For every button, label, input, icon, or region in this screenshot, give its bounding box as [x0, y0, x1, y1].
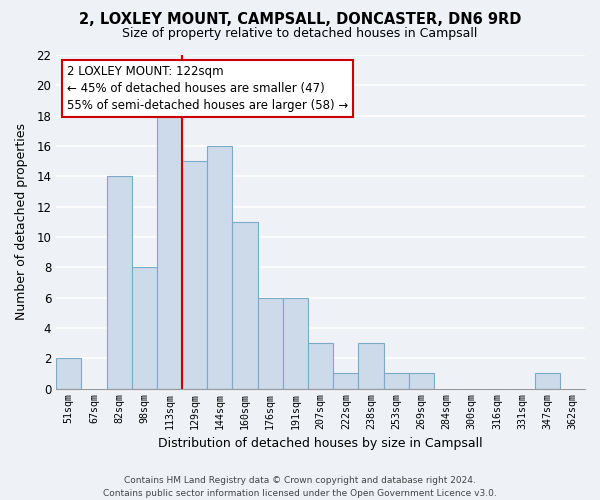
Bar [283, 298, 308, 388]
Text: Contains HM Land Registry data © Crown copyright and database right 2024.
Contai: Contains HM Land Registry data © Crown c… [103, 476, 497, 498]
X-axis label: Distribution of detached houses by size in Campsall: Distribution of detached houses by size … [158, 437, 483, 450]
Bar [132, 267, 157, 388]
Bar [358, 343, 383, 388]
Bar [308, 343, 333, 388]
Text: 2 LOXLEY MOUNT: 122sqm
← 45% of detached houses are smaller (47)
55% of semi-det: 2 LOXLEY MOUNT: 122sqm ← 45% of detached… [67, 65, 348, 112]
Bar [333, 374, 358, 388]
Bar [56, 358, 82, 388]
Y-axis label: Number of detached properties: Number of detached properties [15, 123, 28, 320]
Bar [182, 161, 207, 388]
Bar [257, 298, 283, 388]
Bar [157, 116, 182, 388]
Bar [107, 176, 132, 388]
Bar [409, 374, 434, 388]
Text: 2, LOXLEY MOUNT, CAMPSALL, DONCASTER, DN6 9RD: 2, LOXLEY MOUNT, CAMPSALL, DONCASTER, DN… [79, 12, 521, 28]
Bar [232, 222, 257, 388]
Bar [383, 374, 409, 388]
Bar [535, 374, 560, 388]
Bar [207, 146, 232, 388]
Text: Size of property relative to detached houses in Campsall: Size of property relative to detached ho… [122, 28, 478, 40]
